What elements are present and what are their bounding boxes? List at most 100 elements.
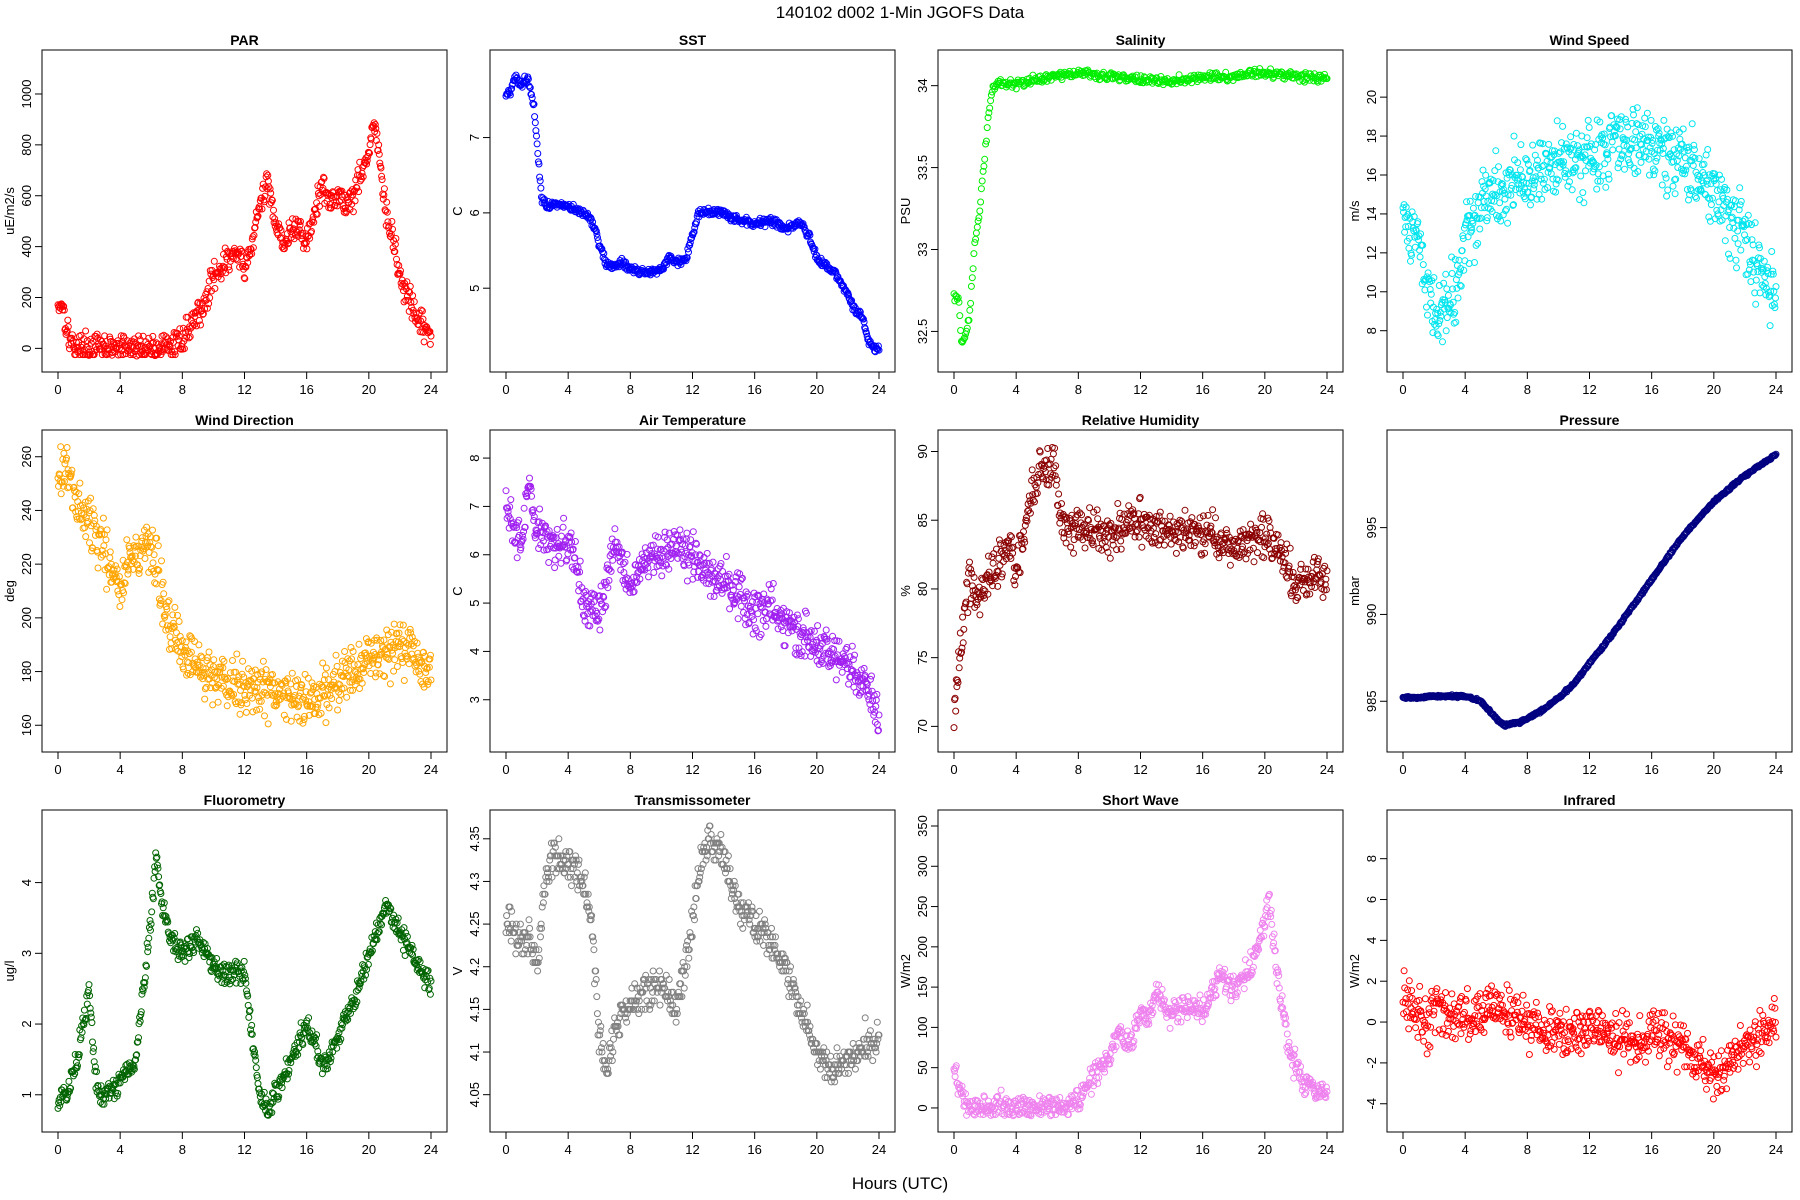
x-tick-label: 12 xyxy=(1133,382,1147,397)
data-point xyxy=(1693,194,1700,202)
data-point xyxy=(861,325,869,333)
data-point xyxy=(995,536,1003,544)
data-point xyxy=(82,533,90,541)
data-point xyxy=(393,663,401,670)
data-point xyxy=(518,83,526,91)
y-tick-label: 5 xyxy=(467,285,482,292)
data-point xyxy=(396,270,404,278)
data-point xyxy=(280,245,288,253)
data-point xyxy=(996,561,1004,569)
data-point xyxy=(179,324,187,332)
data-point xyxy=(734,615,742,623)
data-point xyxy=(1138,543,1146,551)
data-point xyxy=(201,695,209,703)
data-point xyxy=(82,343,90,351)
data-point xyxy=(1649,165,1657,173)
data-point xyxy=(389,225,396,233)
data-point xyxy=(593,230,601,238)
data-point xyxy=(956,629,964,637)
data-point xyxy=(390,620,398,628)
series-salinity xyxy=(950,65,1331,346)
data-point xyxy=(596,626,604,634)
data-point xyxy=(94,564,102,572)
data-point xyxy=(1664,186,1672,194)
data-point xyxy=(388,218,396,225)
data-point xyxy=(686,239,694,247)
data-point xyxy=(249,233,257,241)
data-point xyxy=(762,622,770,630)
x-tick-label: 12 xyxy=(1133,762,1147,777)
data-point xyxy=(80,335,88,343)
data-point xyxy=(322,664,330,672)
data-point xyxy=(970,250,978,258)
data-point xyxy=(1181,506,1189,514)
plot-frame xyxy=(937,49,1344,373)
x-tick-label: 16 xyxy=(1644,382,1658,397)
data-point xyxy=(1149,74,1157,82)
data-point xyxy=(167,337,175,345)
data-point xyxy=(676,526,684,534)
data-point xyxy=(592,227,600,235)
data-point xyxy=(1580,199,1588,207)
data-point xyxy=(363,157,371,165)
x-tick-label: 4 xyxy=(1013,382,1020,397)
data-point xyxy=(347,193,355,201)
data-point xyxy=(56,301,64,309)
data-point xyxy=(285,239,292,247)
data-point xyxy=(1439,338,1446,346)
data-point xyxy=(806,231,814,239)
data-point xyxy=(1734,240,1742,248)
data-point xyxy=(976,207,984,215)
data-point xyxy=(968,274,976,282)
data-point xyxy=(372,125,380,132)
data-point xyxy=(424,326,432,334)
data-point xyxy=(74,343,82,351)
data-point xyxy=(1577,172,1585,180)
data-point xyxy=(286,225,294,232)
data-point xyxy=(1768,248,1776,255)
y-tick-label: 240 xyxy=(19,500,34,522)
data-point xyxy=(688,230,696,238)
data-point xyxy=(145,334,153,342)
data-point xyxy=(1661,170,1669,178)
y-axis-label: % xyxy=(898,585,913,597)
data-point xyxy=(343,693,351,701)
data-point xyxy=(754,610,762,618)
data-point xyxy=(685,248,692,256)
data-point xyxy=(82,327,90,335)
data-point xyxy=(956,312,964,320)
y-tick-label: 70 xyxy=(915,719,930,733)
data-point xyxy=(703,549,711,557)
data-point xyxy=(784,629,792,637)
data-point xyxy=(526,474,533,482)
data-point xyxy=(1311,584,1319,591)
data-point xyxy=(365,149,373,157)
data-point xyxy=(1166,512,1174,520)
data-point xyxy=(960,335,968,342)
data-point xyxy=(960,625,968,633)
data-point xyxy=(418,307,426,315)
data-point xyxy=(152,580,160,588)
data-point xyxy=(966,558,973,566)
data-point xyxy=(403,278,411,286)
y-tick-label: 90 xyxy=(915,444,930,458)
data-point xyxy=(977,185,985,193)
data-point xyxy=(982,137,990,145)
x-axis: 0 4 8 12 16 20 24 xyxy=(1399,372,1783,397)
data-point xyxy=(850,302,858,310)
data-point xyxy=(154,542,162,550)
data-point xyxy=(859,315,867,323)
y-tick-label: 180 xyxy=(19,661,34,683)
data-point xyxy=(1282,549,1290,557)
data-point xyxy=(973,223,981,231)
data-point xyxy=(297,218,304,225)
data-point xyxy=(393,255,400,263)
x-axis: 0 4 8 12 16 20 24 xyxy=(950,372,1334,397)
data-point xyxy=(965,316,973,324)
x-tick-label: 0 xyxy=(502,762,509,777)
panel-title: Relative Humidity xyxy=(1082,412,1200,428)
data-point xyxy=(380,185,388,193)
data-point xyxy=(597,582,605,590)
data-point xyxy=(551,564,559,572)
